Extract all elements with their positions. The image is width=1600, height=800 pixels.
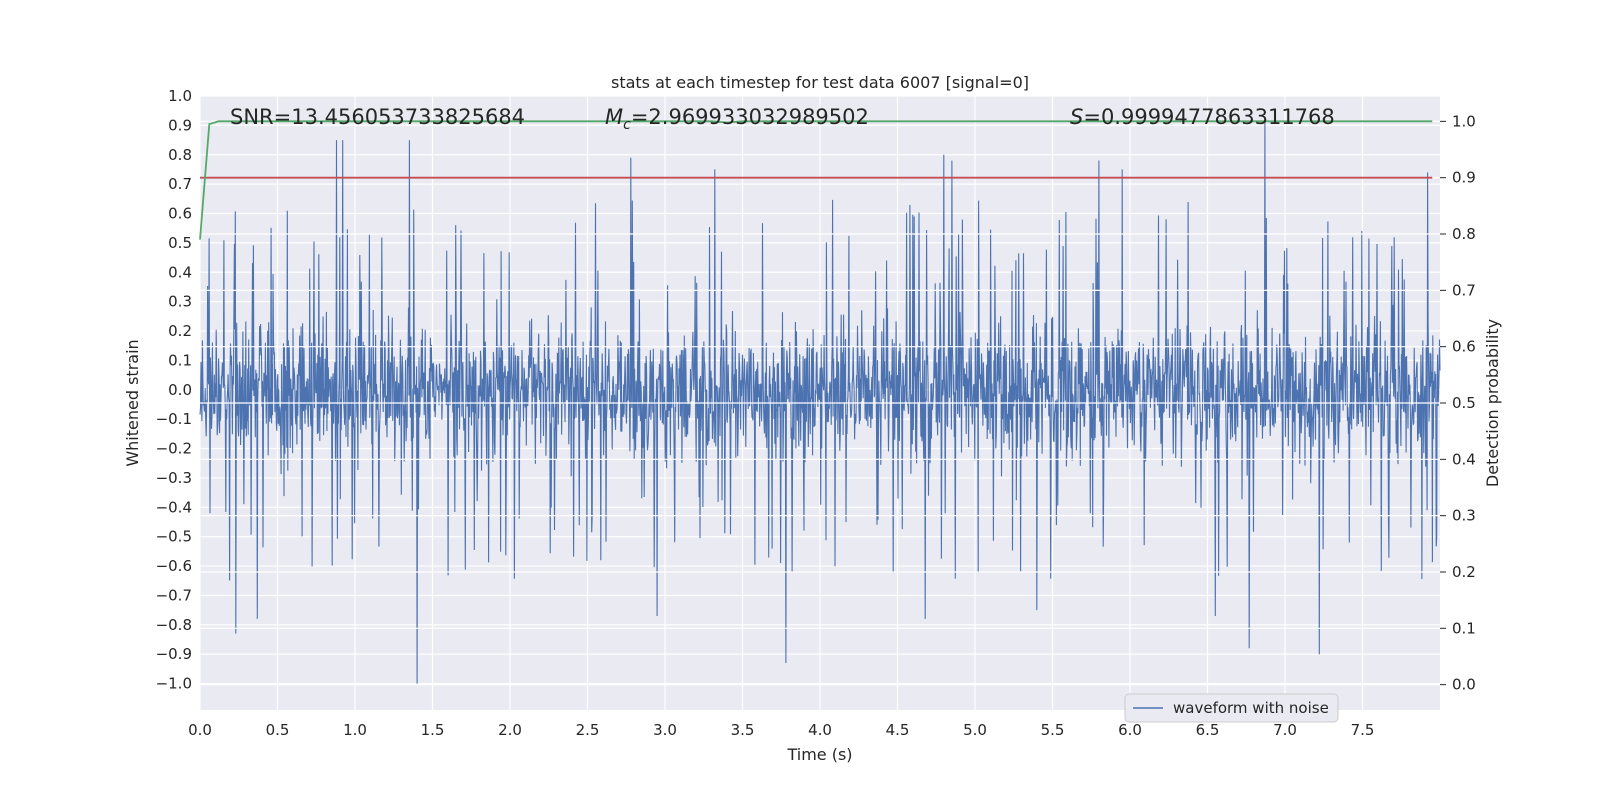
y-tick-label: −0.3 xyxy=(156,469,192,487)
y-tick-label: 0.6 xyxy=(168,205,192,223)
y-tick-label: −0.6 xyxy=(156,557,192,575)
x-tick-label: 1.5 xyxy=(421,721,445,739)
y-tick-label: −0.1 xyxy=(156,410,192,428)
x-tick-label: 5.0 xyxy=(963,721,987,739)
legend: waveform with noise xyxy=(1124,693,1339,723)
y2-axis-label: Detection probability xyxy=(1483,319,1502,487)
y-tick-label: −0.8 xyxy=(156,616,192,634)
y-tick-label: −0.4 xyxy=(156,498,192,516)
y-tick-label: 0.1 xyxy=(168,351,192,369)
x-ticks: 0.0 0.5 1.0 1.5 2.0 2.5 3.0 3.5 4.0 4.5 5.0 5.5 6.0 6… xyxy=(188,721,1374,739)
legend-label: waveform with noise xyxy=(1173,699,1329,717)
x-tick-label: 2.5 xyxy=(576,721,600,739)
waveform-series xyxy=(199,119,1441,684)
y2-tick-label: 0.7 xyxy=(1452,281,1476,299)
chirp-mass-annotation: Mc=2.969933032989502 xyxy=(605,105,869,133)
y2-tick-label: 0.8 xyxy=(1452,225,1476,243)
s-symbol: S xyxy=(1070,105,1083,129)
x-tick-label: 7.0 xyxy=(1273,721,1297,739)
y2-tick-label: 0.4 xyxy=(1452,450,1476,468)
y-tick-label: 0.0 xyxy=(168,381,192,399)
y2-tick-label: 0.1 xyxy=(1452,619,1476,637)
y2-tick-label: 1.0 xyxy=(1452,112,1476,130)
y-tick-label: −0.7 xyxy=(156,586,192,604)
x-tick-label: 7.5 xyxy=(1351,721,1375,739)
y-tick-label: 0.5 xyxy=(168,234,192,252)
y-tick-label: −0.9 xyxy=(156,645,192,663)
x-tick-label: 1.0 xyxy=(343,721,367,739)
snr-annotation: SNR=13.456053733825684 xyxy=(230,105,525,129)
y2-tick-label: 0.6 xyxy=(1452,338,1476,356)
y-tick-label: 0.2 xyxy=(168,322,192,340)
y2-tick-label: 0.2 xyxy=(1452,563,1476,581)
y-ticks: 1.0 0.9 0.8 0.7 0.6 0.5 0.4 0.3 0.2 0.1 0.0 −0.1 −0.… xyxy=(156,87,192,693)
chirp-mass-value: =2.969933032989502 xyxy=(631,105,869,129)
probability-series xyxy=(199,120,1433,240)
y-tick-label: −1.0 xyxy=(156,675,192,693)
y2-ticks: 1.0 0.9 0.8 0.7 0.6 0.5 0.4 0.3 0.2 0.1 0.0 xyxy=(1440,112,1476,694)
x-tick-label: 4.0 xyxy=(808,721,832,739)
y-tick-label: −0.2 xyxy=(156,440,192,458)
y-axis-label: Whitened strain xyxy=(123,339,142,466)
x-tick-label: 3.5 xyxy=(731,721,755,739)
x-tick-label: 6.0 xyxy=(1118,721,1142,739)
y2-tick-label: 0.9 xyxy=(1452,169,1476,187)
x-tick-label: 4.5 xyxy=(886,721,910,739)
y-tick-label: 0.4 xyxy=(168,263,192,281)
x-tick-label: 2.0 xyxy=(498,721,522,739)
x-tick-label: 0.0 xyxy=(188,721,212,739)
y-tick-label: 1.0 xyxy=(168,87,192,105)
y2-tick-label: 0.5 xyxy=(1452,394,1476,412)
s-annotation: S=0.9999477863311768 xyxy=(1070,105,1335,129)
chart-title: stats at each timestep for test data 600… xyxy=(611,73,1029,92)
x-tick-label: 3.0 xyxy=(653,721,677,739)
chirp-mass-symbol: M xyxy=(605,105,623,129)
x-tick-label: 6.5 xyxy=(1196,721,1220,739)
y-tick-label: −0.5 xyxy=(156,528,192,546)
chirp-mass-subscript: c xyxy=(623,117,631,133)
y2-tick-label: 0.3 xyxy=(1452,507,1476,525)
y2-tick-label: 0.0 xyxy=(1452,676,1476,694)
y-tick-label: 0.8 xyxy=(168,146,192,164)
s-value: =0.9999477863311768 xyxy=(1083,105,1334,129)
legend-box xyxy=(1124,693,1339,723)
waveform-line xyxy=(199,119,1441,684)
y-tick-label: 0.9 xyxy=(168,116,192,134)
x-tick-label: 0.5 xyxy=(266,721,290,739)
detection-probability-line xyxy=(199,120,1433,240)
x-axis-label: Time (s) xyxy=(786,745,852,764)
y-tick-label: 0.3 xyxy=(168,293,192,311)
y-tick-label: 0.7 xyxy=(168,175,192,193)
x-tick-label: 5.5 xyxy=(1041,721,1065,739)
